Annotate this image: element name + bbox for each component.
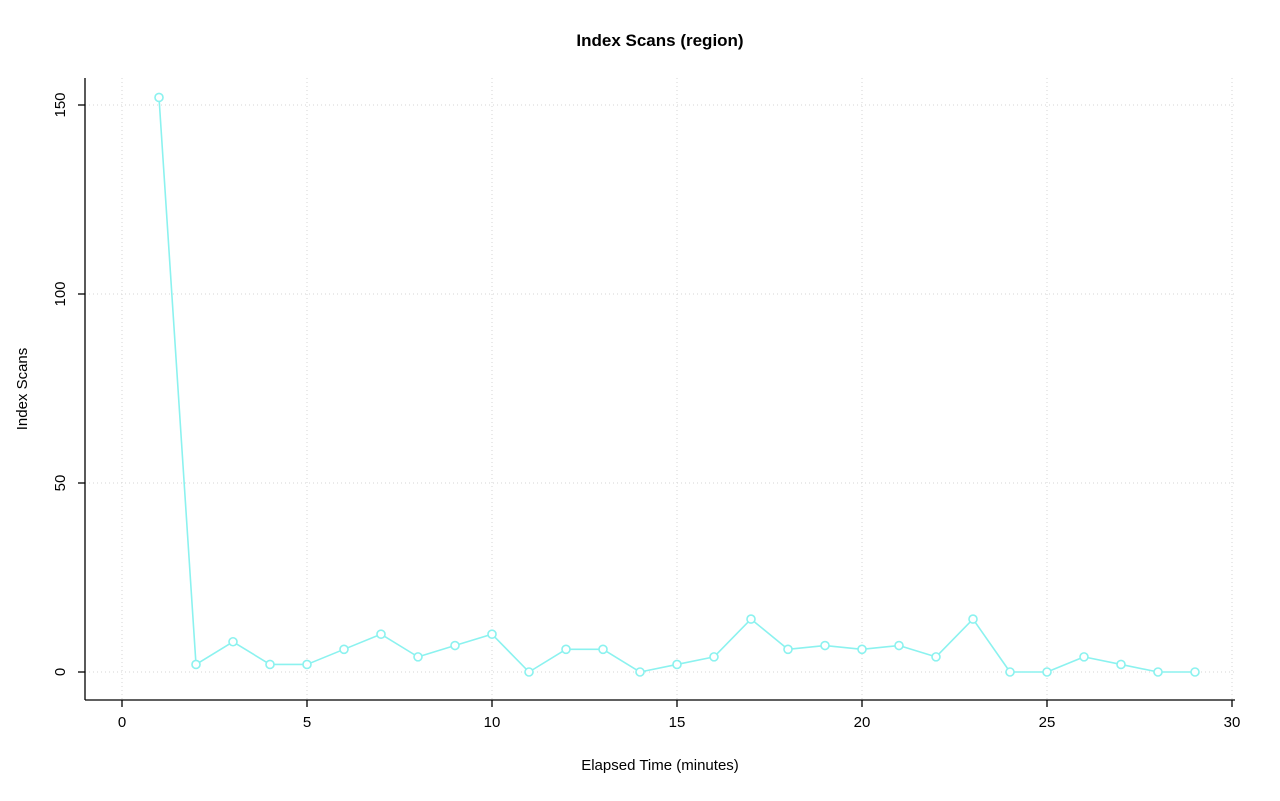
x-tick-label: 0 <box>118 714 126 731</box>
x-tick-label: 5 <box>303 714 311 731</box>
data-point <box>1079 652 1089 662</box>
y-tick-label: 50 <box>52 475 69 492</box>
data-point <box>413 652 423 662</box>
data-point <box>154 92 164 103</box>
data-point <box>820 640 830 651</box>
series-line <box>158 96 1196 673</box>
data-point <box>302 659 312 670</box>
data-point <box>709 652 719 662</box>
data-point <box>524 667 534 677</box>
chart-title: Index Scans (region) <box>576 31 743 50</box>
data-point <box>894 640 904 651</box>
y-tick-label: 150 <box>52 92 69 117</box>
x-tick-label: 10 <box>484 714 501 731</box>
data-point <box>857 644 867 655</box>
data-point <box>931 652 941 662</box>
y-tick-label: 100 <box>52 281 69 306</box>
x-tick-label: 25 <box>1039 714 1056 731</box>
data-point <box>450 640 460 651</box>
grid-layer <box>85 78 1235 700</box>
data-point <box>487 629 497 640</box>
data-point <box>1116 659 1126 670</box>
data-point <box>598 644 608 655</box>
data-point <box>376 629 386 640</box>
x-tick-label: 15 <box>669 714 686 731</box>
data-point <box>561 644 571 655</box>
data-point <box>635 667 645 677</box>
data-point <box>783 644 793 655</box>
data-point <box>1005 667 1015 677</box>
data-point <box>1190 667 1200 677</box>
x-axis-label: Elapsed Time (minutes) <box>581 757 739 774</box>
data-point <box>672 659 682 670</box>
y-tick-label: 0 <box>52 668 69 676</box>
data-point <box>265 659 275 670</box>
data-point <box>228 636 238 647</box>
data-point <box>1153 667 1163 677</box>
data-point <box>191 659 201 670</box>
data-point <box>1042 667 1052 677</box>
axes-layer: 0 5 10 15 20 25 30 0 50 100 150 <box>52 78 1240 731</box>
x-tick-label: 20 <box>854 714 871 731</box>
data-point <box>339 644 349 655</box>
data-point <box>746 614 756 624</box>
y-axis-label: Index Scans <box>14 348 31 431</box>
series-layer <box>154 92 1200 677</box>
x-tick-label: 30 <box>1224 714 1241 731</box>
data-point <box>968 614 978 624</box>
